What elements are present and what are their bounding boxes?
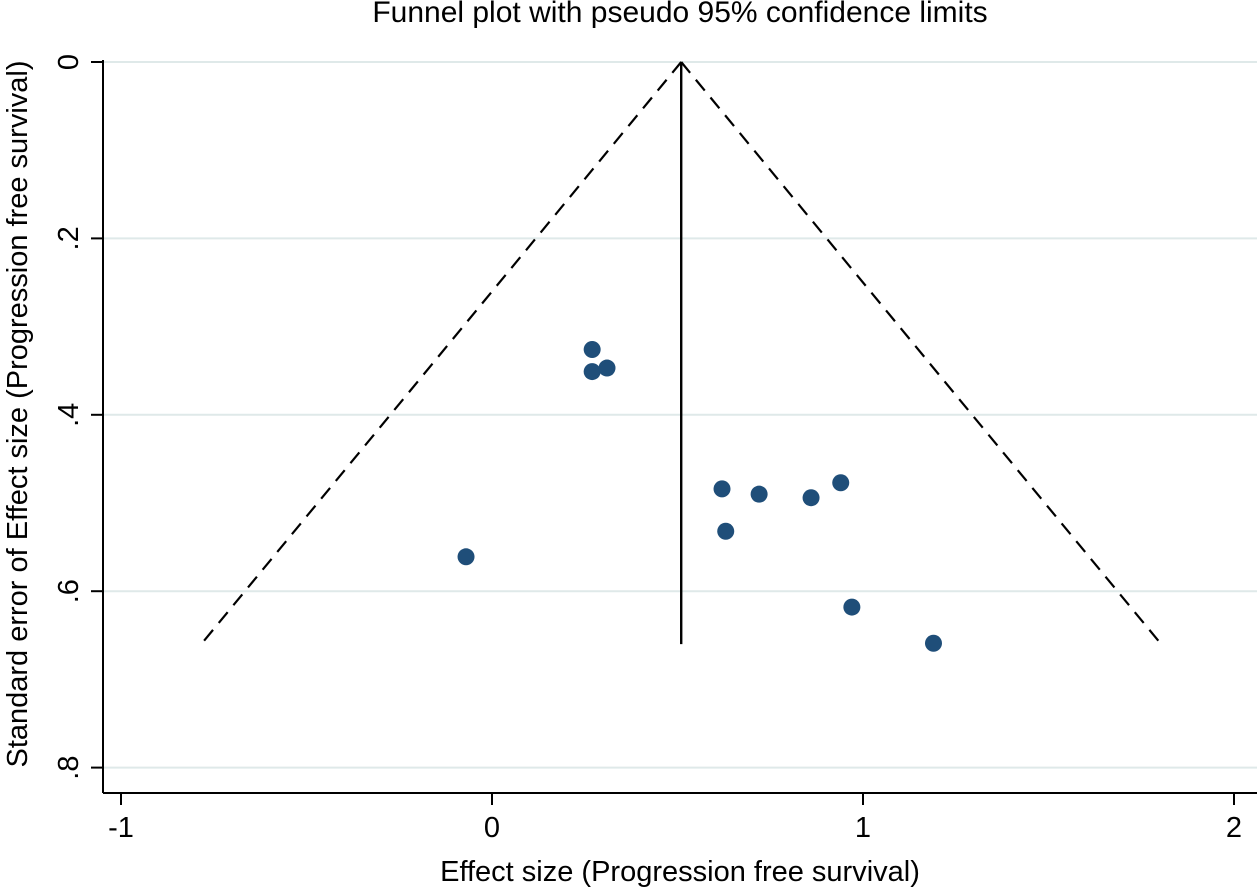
y-axis-label: Standard error of Effect size (Progressi… xyxy=(2,60,34,767)
y-tick-label: .8 xyxy=(53,756,85,780)
data-point xyxy=(802,489,820,507)
y-tick-label: .2 xyxy=(53,226,85,250)
data-point xyxy=(583,363,601,381)
data-point xyxy=(843,598,861,616)
x-tick-label: -1 xyxy=(108,812,134,844)
funnel-lines xyxy=(200,61,1162,645)
y-tick-label: .4 xyxy=(53,403,85,427)
data-point xyxy=(717,522,735,540)
data-point xyxy=(750,485,768,503)
x-axis-label: Effect size (Progression free survival) xyxy=(440,856,920,888)
x-tick-label: 0 xyxy=(484,812,500,844)
data-point xyxy=(457,548,475,566)
data-point xyxy=(598,359,616,377)
data-point xyxy=(713,480,731,498)
axes: 0 .2 .4 .6 .8 -1 0 1 2 xyxy=(53,54,1257,844)
upper-ci-limit-line xyxy=(680,61,1162,645)
y-tick-label: .6 xyxy=(53,579,85,603)
chart-title: Funnel plot with pseudo 95% confidence l… xyxy=(372,0,987,29)
x-tick-label: 2 xyxy=(1226,812,1242,844)
data-point xyxy=(924,634,942,652)
grid-lines xyxy=(103,61,1257,769)
data-points xyxy=(457,341,942,652)
x-tick-label: 1 xyxy=(855,812,871,844)
lower-ci-limit-line xyxy=(200,61,683,645)
data-point xyxy=(832,474,850,492)
y-tick-label: 0 xyxy=(53,54,85,70)
data-point xyxy=(583,341,601,359)
